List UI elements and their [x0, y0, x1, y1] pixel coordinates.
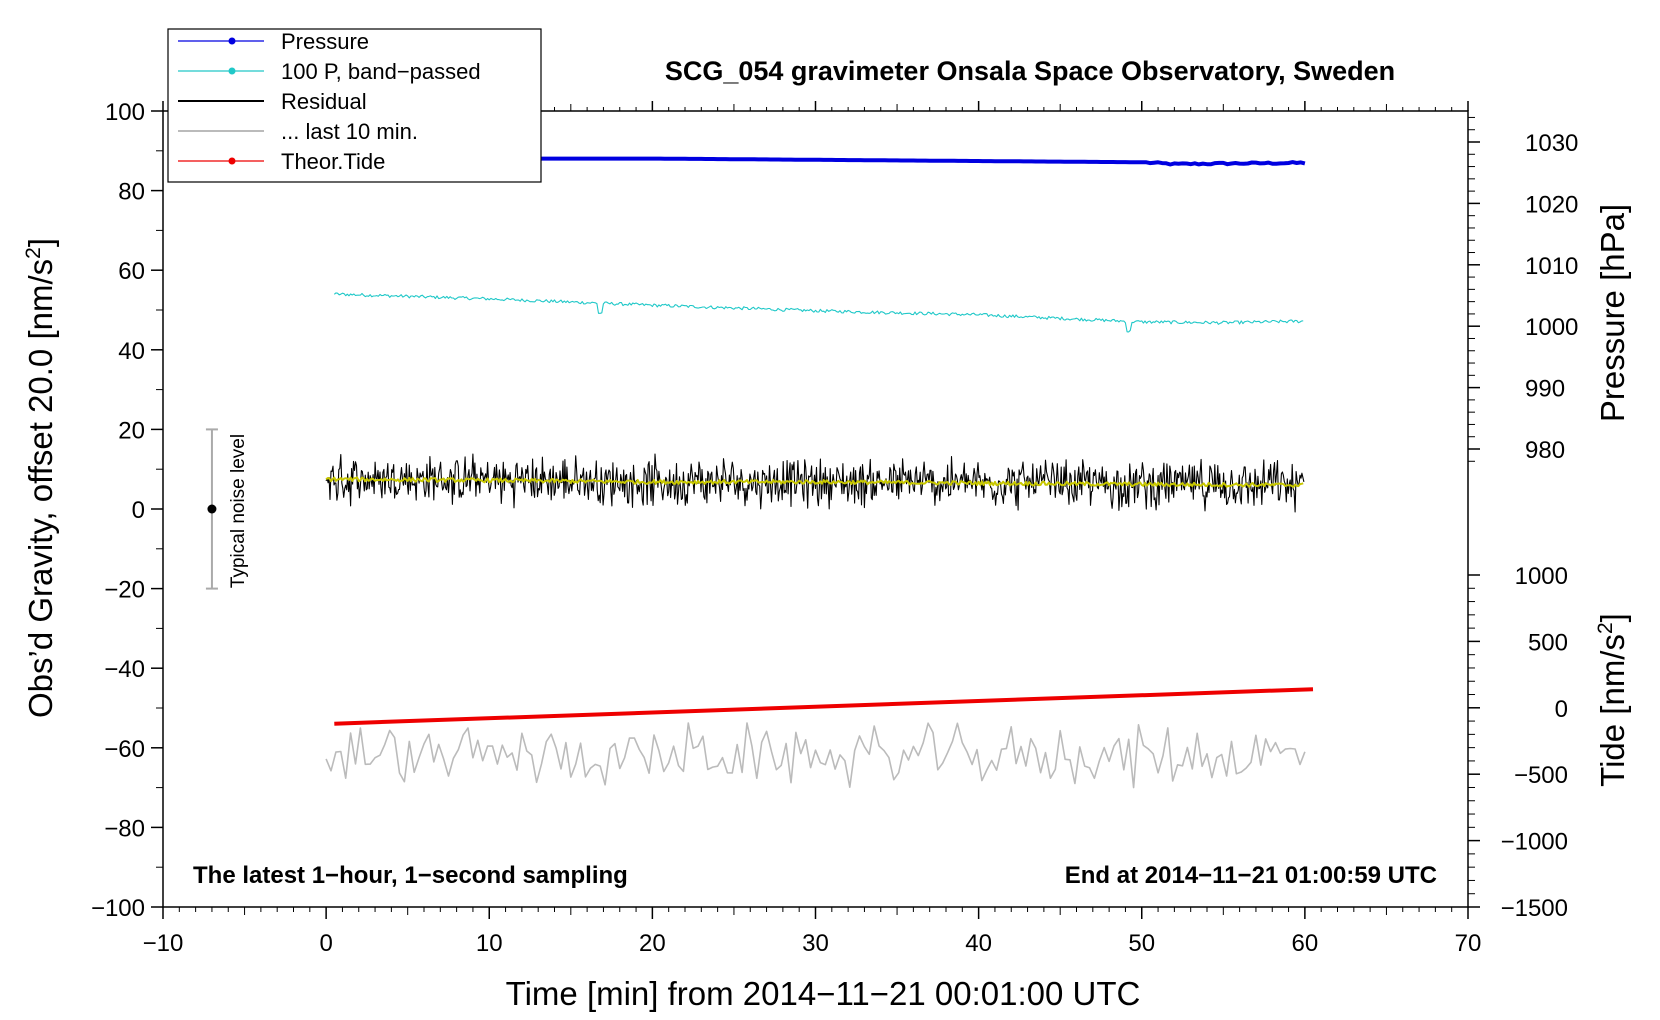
y-tick-label-0: −100 — [91, 895, 145, 922]
tide-tick-label-4: 500 — [1528, 629, 1568, 656]
legend-box — [167, 28, 542, 183]
note-left: The latest 1−hour, 1−second sampling — [193, 862, 628, 889]
series-line-4 — [325, 722, 1306, 789]
tide-axis-label-text: Tide [nm/s — [1594, 634, 1631, 787]
x-tick-label-3: 20 — [639, 930, 666, 957]
x-tick-label-6: 50 — [1128, 930, 1155, 957]
y-tick-label-6: 20 — [118, 417, 145, 444]
tide-axis-label-sup: 2 — [1594, 622, 1617, 634]
x-tick-label-2: 10 — [476, 930, 503, 957]
tide-tick-label-5: 1000 — [1515, 563, 1568, 590]
pressure-tick-label-3: 1010 — [1525, 253, 1578, 280]
x-tick-label-1: 0 — [319, 930, 332, 957]
y-axis-left-label-text: Obs’d Gravity, offset 20.0 [nm/s — [22, 259, 59, 718]
legend-label-3: ... last 10 min. — [281, 119, 418, 144]
pressure-tick-label-4: 1020 — [1525, 191, 1578, 218]
x-tick-label-4: 30 — [802, 930, 829, 957]
legend-label-1: 100 P, band−passed — [281, 59, 481, 84]
series-line-1 — [333, 292, 1304, 333]
pressure-tick-label-2: 1000 — [1525, 314, 1578, 341]
tide-tick-label-2: −500 — [1514, 762, 1568, 789]
series-layer — [325, 156, 1314, 789]
legend-marker-4 — [228, 157, 236, 165]
y-tick-label-8: 60 — [118, 258, 145, 285]
y-axis-left-label-close: ] — [22, 238, 59, 247]
pressure-axis-label: Pressure [hPa] — [1594, 204, 1631, 422]
y-axis-pressure: 980 990 1000 1010 1020 1030 — [1468, 116, 1578, 464]
y-tick-label-7: 40 — [118, 338, 145, 365]
y-tick-label-1: −80 — [104, 815, 145, 842]
y-axis-left-label: Obs’d Gravity, offset 20.0 [nm/s2] — [22, 238, 59, 718]
x-tick-label-0: −10 — [143, 930, 184, 957]
legend-label-2: Residual — [281, 89, 367, 114]
y-axis-left-label-sup: 2 — [22, 247, 45, 259]
tide-tick-label-0: −1500 — [1501, 895, 1568, 922]
noise-bar-dot — [207, 504, 217, 514]
tide-axis-label-close: ] — [1594, 613, 1631, 622]
pressure-tick-label-0: 980 — [1525, 437, 1565, 464]
y-tick-label-4: −20 — [104, 577, 145, 604]
tide-axis-label: Tide [nm/s2] — [1594, 613, 1631, 787]
series-line-5 — [334, 687, 1314, 726]
note-right: End at 2014−11−21 01:00:59 UTC — [1065, 862, 1437, 889]
legend: Pressure 100 P, band−passed Residual ... la… — [167, 28, 542, 183]
series-line-3 — [325, 476, 1304, 488]
x-axis-label: Time [min] from 2014−11−21 00:01:00 UTC — [506, 975, 1141, 1012]
tide-tick-label-1: −1000 — [1501, 829, 1568, 856]
x-tick-label-7: 60 — [1292, 930, 1319, 957]
x-tick-label-8: 70 — [1455, 930, 1482, 957]
y-tick-label-10: 100 — [105, 99, 145, 126]
legend-marker-1 — [228, 67, 236, 75]
tide-tick-label-3: 0 — [1555, 696, 1568, 723]
x-tick-label-5: 40 — [965, 930, 992, 957]
noise-level-indicator: Typical noise level — [205, 428, 249, 590]
y-tick-label-3: −40 — [104, 656, 145, 683]
legend-marker-0 — [228, 37, 236, 45]
y-tick-label-5: 0 — [132, 497, 145, 524]
pressure-tick-label-1: 990 — [1525, 376, 1565, 403]
y-tick-label-2: −60 — [104, 736, 145, 763]
x-axis: −10 0 10 20 30 40 50 60 70 — [143, 101, 1482, 957]
chart-title: SCG_054 gravimeter Onsala Space Observat… — [665, 56, 1395, 86]
y-axis-tide: −1500 −1000 −500 0 500 1000 — [1468, 563, 1568, 922]
legend-label-4: Theor.Tide — [281, 149, 385, 174]
pressure-tick-label-5: 1030 — [1525, 130, 1578, 157]
y-axis-left: −100 −80 −60 −40 −20 0 20 40 60 80 100 — [91, 99, 163, 922]
noise-label: Typical noise level — [228, 434, 249, 588]
legend-label-0: Pressure — [281, 29, 369, 54]
y-tick-label-9: 80 — [118, 179, 145, 206]
